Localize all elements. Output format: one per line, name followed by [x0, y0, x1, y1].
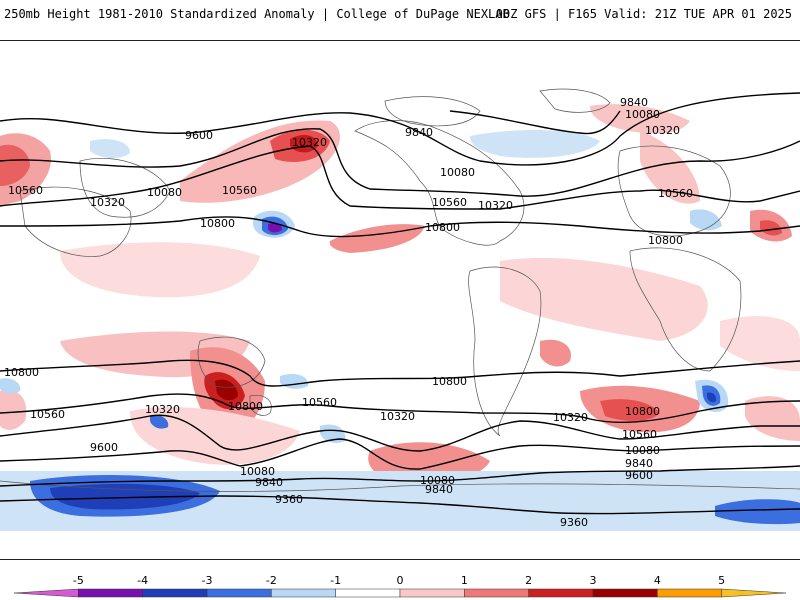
colorbar-tick-label: 1: [461, 574, 468, 587]
colorbar-segment: [592, 588, 658, 598]
contour-label: 10800: [648, 234, 683, 247]
colorbar-segment: [206, 588, 272, 598]
contour-label: 9600: [185, 129, 213, 142]
colorbar-segment: [78, 588, 143, 598]
colorbar-segment: [399, 588, 465, 598]
contour-label: 9360: [275, 493, 303, 506]
contour-label: 10080: [147, 186, 182, 199]
contour-label: 10560: [8, 184, 43, 197]
contour-label: 10800: [4, 366, 39, 379]
contour-label: 9840: [620, 96, 648, 109]
colorbar-segment: [335, 588, 401, 598]
contour-label: 9600: [625, 469, 653, 482]
colorbar-segment: [528, 588, 594, 598]
anomaly-map: 9840 10080 10320 9600 9840 10320 10560 1…: [0, 88, 800, 531]
contour-label: 10320: [90, 196, 125, 209]
colorbar-tick-label: -2: [266, 574, 277, 587]
colorbar-tick-label: 5: [718, 574, 725, 587]
contour-label: 10800: [432, 375, 467, 388]
colorbar-tick-label: -5: [73, 574, 84, 587]
colorbar-tick-label: 4: [654, 574, 661, 587]
colorbar-tick-label: 2: [525, 574, 532, 587]
contour-label: 10320: [553, 411, 588, 424]
contour-label: 10080: [625, 444, 660, 457]
height-contours: [0, 92, 800, 515]
contour-label: 10320: [380, 410, 415, 423]
contour-label: 10080: [625, 108, 660, 121]
contour-label: 10560: [432, 196, 467, 209]
contour-label: 10800: [625, 405, 660, 418]
colorbar-tick-label: 0: [397, 574, 404, 587]
colorbar-segment: [721, 588, 787, 598]
colorbar-tick-label: -4: [137, 574, 148, 587]
contour-label: 9360: [560, 516, 588, 529]
colorbar-tick-label: 3: [590, 574, 597, 587]
coastlines: [0, 88, 800, 492]
contour-label: 9840: [405, 126, 433, 139]
colorbar-segment: [271, 588, 336, 598]
contour-labels: 9840 10080 10320 9600 9840 10320 10560 1…: [4, 96, 693, 529]
contour-label: 10560: [302, 396, 337, 409]
contour-label: 10800: [200, 217, 235, 230]
contour-label: 10800: [425, 221, 460, 234]
header-bar: 250mb Height 1981-2010 Standardized Anom…: [0, 0, 800, 40]
contour-label: 10560: [658, 187, 693, 200]
colorbar-segment: [657, 588, 722, 598]
contour-label: 10560: [622, 428, 657, 441]
contour-label: 10320: [292, 136, 327, 149]
contour-label: 9600: [90, 441, 118, 454]
contour-label: 10560: [30, 408, 65, 421]
contour-label: 10080: [420, 474, 455, 487]
contour-label: 9840: [255, 476, 283, 489]
contour-label: 9840: [425, 483, 453, 496]
colorbar-segment: [464, 588, 529, 598]
contour-label: 9840: [625, 457, 653, 470]
contour-label: 10320: [645, 124, 680, 137]
colorbar-tick-label: -1: [330, 574, 341, 587]
contour-label: 10800: [228, 400, 263, 413]
positive-anomaly-shading: [0, 104, 800, 483]
colorbar: -5 -4 -3 -2 -1 0 1 2 3 4 5: [0, 560, 800, 600]
contour-label: 10320: [145, 403, 180, 416]
colorbar-segment: [13, 588, 79, 598]
contour-label: 10080: [440, 166, 475, 179]
colorbar-graphic: -5 -4 -3 -2 -1 0 1 2 3 4 5: [13, 574, 787, 598]
contour-label: 10080: [240, 465, 275, 478]
model-run-info: 00Z GFS | F165 Valid: 21Z TUE APR 01 202…: [495, 7, 792, 21]
map-title: 250mb Height 1981-2010 Standardized Anom…: [4, 7, 510, 21]
colorbar-segment: [142, 588, 208, 598]
map-panel: 9840 10080 10320 9600 9840 10320 10560 1…: [0, 40, 800, 560]
negative-anomaly-shading: [0, 129, 800, 531]
colorbar-tick-label: -3: [202, 574, 213, 587]
contour-label: 10560: [222, 184, 257, 197]
contour-label: 10320: [478, 199, 513, 212]
